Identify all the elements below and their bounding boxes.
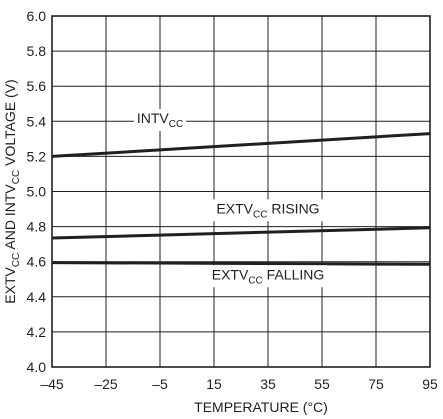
- y-tick-label: 6.0: [27, 8, 47, 24]
- x-tick-label: –5: [152, 376, 168, 392]
- y-tick-label: 5.4: [27, 113, 47, 129]
- y-axis-title: EXTVCC AND INTVCC VOLTAGE (V): [2, 79, 22, 303]
- series-label-background: [213, 199, 323, 222]
- series-layer: [51, 132, 431, 266]
- series-label-background: [133, 109, 187, 132]
- series-label-3: EXTVCC FALLING: [212, 266, 325, 286]
- series-label-2: EXTVCC RISING: [216, 200, 319, 220]
- x-axis-title: TEMPERATURE (°C): [194, 399, 328, 415]
- y-tick-label: 4.4: [27, 289, 47, 305]
- x-tick-label: 95: [422, 376, 438, 392]
- series-label-background: [208, 265, 328, 288]
- y-tick-label: 5.8: [27, 43, 47, 59]
- y-tick-label: 5.6: [27, 78, 47, 94]
- series-line-3: [51, 261, 431, 266]
- grid-layer: [52, 16, 430, 367]
- x-tick-label: 35: [260, 376, 276, 392]
- series-label-1: INTVCC: [137, 110, 183, 130]
- x-tick-label: –45: [40, 376, 64, 392]
- y-tick-label: 5.0: [27, 184, 47, 200]
- y-tick-label: 4.2: [27, 324, 47, 340]
- y-tick-label: 4.8: [27, 219, 47, 235]
- x-tick-label: 75: [368, 376, 384, 392]
- x-tick-label: 55: [314, 376, 330, 392]
- y-tick-label: 4.0: [27, 359, 47, 375]
- x-tick-label: 15: [206, 376, 222, 392]
- series-line-1: [51, 132, 431, 158]
- plot-frame: [51, 15, 431, 368]
- y-tick-label: 5.2: [27, 148, 47, 164]
- y-tick-label: 4.6: [27, 254, 47, 270]
- series-line-2: [51, 226, 431, 240]
- label-layer: 4.0 4.2 4.4 4.6 4.8 5.0 5.2 5.4 5.6 5.8 6.0 –45 –25 –…: [2, 8, 438, 415]
- x-tick-label: –25: [94, 376, 118, 392]
